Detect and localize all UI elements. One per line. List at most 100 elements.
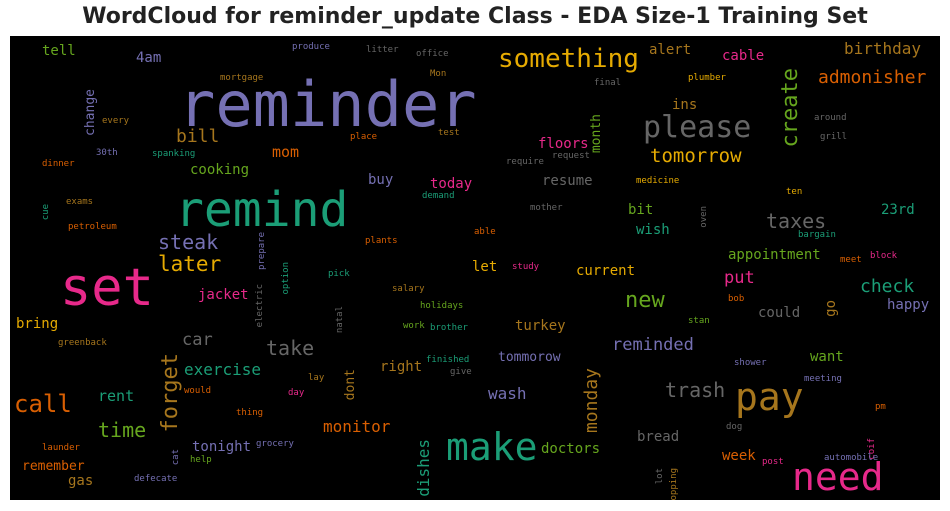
word-dinner: dinner — [42, 159, 75, 169]
word-cue: cue — [41, 204, 51, 221]
word-mother: mother — [530, 203, 563, 213]
word-23rd: 23rd — [881, 202, 915, 218]
word-right: right — [380, 359, 423, 375]
word-launder: launder — [42, 443, 80, 453]
word-produce: produce — [292, 42, 330, 52]
word-holidays: holidays — [420, 301, 464, 311]
word-oven: oven — [699, 206, 709, 228]
word-later: later — [158, 252, 222, 276]
word-final: final — [594, 78, 622, 88]
word-call: call — [14, 390, 72, 418]
word-natal: natal — [335, 306, 345, 334]
word-reminder: reminder — [178, 68, 477, 141]
word-pay: pay — [735, 375, 804, 419]
word-mom: mom — [272, 143, 300, 161]
wordcloud-canvas: reminder set remind make pay need please someth… — [10, 36, 940, 500]
word-monitor: monitor — [323, 417, 391, 436]
word-electric: electric — [255, 284, 265, 328]
word-medicine: medicine — [636, 176, 680, 186]
word-need: need — [792, 455, 884, 499]
word-option: option — [281, 262, 291, 295]
word-request: request — [552, 151, 590, 161]
word-dog: dog — [726, 422, 743, 432]
word-jacket: jacket — [198, 287, 249, 303]
word-doctors: doctors — [541, 441, 601, 457]
word-floors: floors — [538, 136, 589, 152]
word-resume: resume — [542, 173, 593, 189]
word-tonight: tonight — [192, 439, 252, 455]
word-ins: ins — [672, 97, 698, 113]
word-today: today — [430, 176, 473, 192]
word-taxes: taxes — [766, 209, 827, 233]
word-grill: grill — [820, 132, 848, 142]
word-reminded: reminded — [612, 335, 694, 355]
word-exercise: exercise — [184, 360, 262, 379]
word-let: let — [472, 259, 498, 275]
word-shopping: shopping — [669, 468, 679, 500]
word-every: every — [102, 116, 130, 126]
word-demand: demand — [422, 191, 455, 201]
word-greenback: greenback — [58, 338, 107, 348]
word-new: new — [625, 288, 665, 313]
word-stan: stan — [688, 316, 710, 326]
word-plants: plants — [365, 236, 398, 246]
word-tell: tell — [42, 43, 76, 59]
word-set: set — [60, 258, 154, 318]
word-dishes: dishes — [414, 439, 433, 497]
word-meet: meet — [840, 255, 862, 265]
word-automobile: automobile — [824, 453, 879, 463]
word-go: go — [823, 300, 839, 317]
word-mon: Mon — [430, 69, 447, 79]
word-steak: steak — [158, 230, 219, 254]
word-wash: wash — [488, 384, 527, 403]
word-time: time — [98, 418, 147, 442]
word-pick: pick — [328, 269, 350, 279]
word-help: help — [190, 455, 212, 465]
word-create: create — [778, 68, 803, 148]
word-test: test — [438, 128, 460, 138]
word-lay: lay — [308, 373, 325, 383]
word-something: something — [498, 44, 639, 74]
word-day: day — [288, 388, 305, 398]
word-require: require — [506, 157, 544, 167]
word-alert: alert — [649, 42, 692, 58]
word-ten: ten — [786, 187, 803, 197]
word-bring: bring — [16, 316, 59, 332]
word-4am: 4am — [136, 50, 162, 66]
word-bit: bit — [628, 202, 654, 218]
word-put: put — [724, 268, 755, 288]
word-forget: forget — [158, 353, 183, 433]
word-give: give — [450, 367, 472, 377]
word-monday: monday — [581, 368, 602, 434]
word-trash: trash — [665, 378, 726, 402]
word-rent: rent — [98, 387, 135, 405]
word-want: want — [810, 349, 844, 365]
word-salary: salary — [392, 284, 425, 294]
word-turkey: turkey — [515, 318, 566, 334]
word-take: take — [266, 336, 315, 360]
word-pm: pm — [875, 402, 886, 412]
word-brother: brother — [430, 323, 468, 333]
word-exams: exams — [66, 197, 94, 207]
word-admonisher: admonisher — [818, 67, 927, 88]
word-office: office — [416, 49, 449, 59]
word-tommorow: tommorow — [498, 350, 561, 365]
word-lot: lot — [655, 468, 665, 485]
word-shower: shower — [734, 358, 767, 368]
word-mortgage: mortgage — [220, 73, 264, 83]
word-remind: remind — [175, 182, 349, 238]
word-prepare: prepare — [257, 232, 267, 270]
word-happy: happy — [887, 297, 930, 313]
word-spanking: spanking — [152, 149, 196, 159]
word-bill: bill — [176, 126, 220, 147]
word-dont: dont — [343, 369, 358, 401]
word-cooking: cooking — [190, 162, 250, 178]
word-wish: wish — [636, 222, 670, 238]
word-place: place — [350, 132, 378, 142]
word-remember: remember — [22, 459, 85, 474]
word-cat: cat — [171, 449, 181, 466]
word-bob: bob — [728, 294, 745, 304]
word-bargain: bargain — [798, 230, 836, 240]
word-cable: cable — [722, 48, 765, 64]
word-thing: thing — [236, 408, 264, 418]
